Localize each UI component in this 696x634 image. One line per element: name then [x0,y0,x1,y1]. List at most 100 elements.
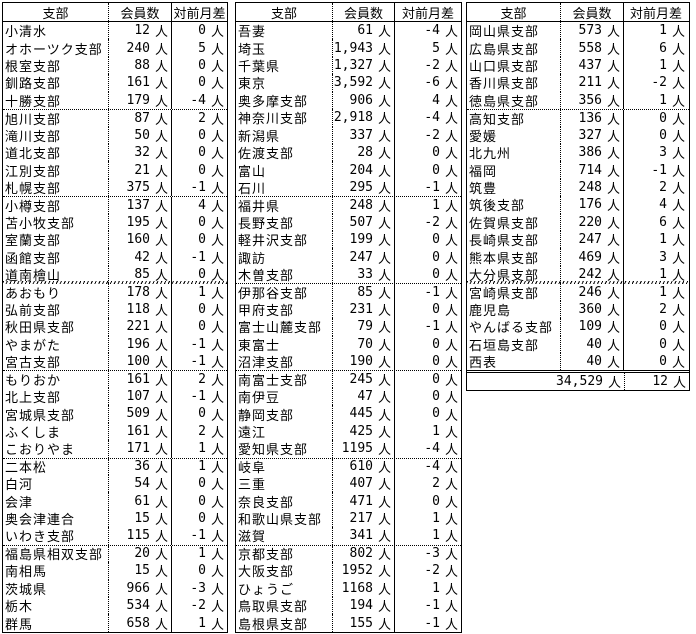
month-diff-unit: 人 [210,391,224,406]
month-diff-value: 0 [432,372,440,388]
member-count-unit: 人 [377,25,391,40]
member-count-value: 109 [578,319,602,335]
branch-name: 和歌山県支部 [238,513,323,528]
table-row: 滋賀 341 人 1 人 [236,527,461,545]
table-row: 沼津支部 190 人 0 人 [236,353,461,371]
month-diff-value: 0 [432,162,440,178]
member-count-unit: 人 [377,60,391,75]
column-header-members: 会員数 [561,3,624,21]
member-count-value: 240 [126,40,150,56]
table-row: 函館支部 42 人 -1 人 [3,248,227,266]
branch-name: 広島県支部 [469,42,540,57]
member-count-cell: 610 人 [333,458,395,475]
member-count-cell: 54 人 [109,474,172,493]
member-count-cell: 136 人 [561,110,624,127]
member-count-value: 573 [578,23,602,39]
branch-name-cell: 石垣島支部 [467,335,561,354]
table-row: 島根県支部 155 人 -1 人 [236,614,461,632]
branch-name-cell: 神奈川支部 [236,109,333,127]
table-row: 京都支部 802 人 -3 人 [236,544,461,563]
month-diff-value: 0 [198,145,206,161]
table-row: 宮城県支部 509 人 0 人 [3,405,227,423]
member-count-cell: 15 人 [109,562,172,580]
member-count-value: 802 [349,546,373,562]
branch-name-cell: 南富士支部 [236,371,333,388]
month-diff-value: 0 [432,232,440,248]
member-count-value: 445 [349,406,373,422]
month-diff-value: -1 [190,336,206,352]
month-diff-unit: 人 [444,112,458,127]
member-count-cell: 558 人 [561,39,624,57]
member-count-cell: 246 人 [561,283,624,301]
member-count-value: 337 [349,127,373,143]
total-diff-unit: 人 [672,376,686,391]
month-diff-value: 1 [198,441,206,457]
member-count-cell: 356 人 [561,91,624,110]
branch-name-cell: 筑後支部 [467,196,561,214]
month-diff-unit: 人 [210,269,224,284]
member-count-cell: 161 人 [109,371,172,388]
branch-name: 長野支部 [238,216,295,232]
month-diff-cell: -2 人 [395,127,461,144]
table-row: 北上支部 107 人 -1 人 [3,387,227,406]
month-diff-value: -1 [190,249,206,265]
branch-name-cell: 埼玉 [236,39,333,57]
member-count-value: 171 [126,441,150,457]
member-count-cell: 802 人 [333,545,395,563]
month-diff-value: 0 [432,354,440,370]
branch-name-cell: 徳島県支部 [467,91,561,110]
month-diff-unit: 人 [444,164,458,179]
branch-name-cell: 釧路支部 [3,74,109,92]
member-count-value: 425 [349,423,373,439]
member-count-unit: 人 [606,199,620,214]
member-count-cell: 50 人 [109,126,172,144]
table-row: オホーツク支部 240 人 5 人 [3,39,227,57]
month-diff-value: 0 [198,214,206,230]
month-diff-value: -3 [424,546,440,562]
member-count-value: 534 [126,598,150,614]
member-count-value: 176 [578,197,602,213]
month-diff-value: -1 [190,354,206,370]
month-diff-value: -1 [190,389,206,405]
branch-name-cell: 弘前支部 [3,300,109,319]
member-count-value: 356 [578,92,602,108]
branch-name-cell: 吾妻 [236,22,333,40]
member-count-value: 220 [578,214,602,230]
member-count-unit: 人 [606,216,620,232]
member-count-value: 217 [349,511,373,527]
table-row: 長崎県支部 247 人 1 人 [467,231,689,249]
month-diff-cell: -4 人 [395,440,461,457]
table-row: 諏訪 247 人 0 人 [236,248,461,266]
month-diff-unit: 人 [444,617,458,632]
member-count-unit: 人 [606,286,620,301]
month-diff-unit: 人 [444,495,458,510]
table-row: 西表 40 人 0 人 [467,353,689,371]
table-row: 白河 54 人 0 人 [3,474,227,493]
member-count-unit: 人 [377,94,391,110]
column-header-members: 会員数 [109,3,172,21]
branch-name-cell: 根室支部 [3,56,109,75]
branch-name: ふくしま [5,425,62,441]
table-row: 愛媛 327 人 0 人 [467,126,689,144]
member-count-value: 245 [349,372,373,388]
month-diff-unit: 人 [671,129,685,144]
month-diff-value: 1 [432,511,440,527]
table-row: 福井県 248 人 1 人 [236,196,461,214]
member-count-value: 407 [349,476,373,492]
branch-name-cell: 長崎県支部 [467,231,561,249]
member-count-cell: 534 人 [109,596,172,615]
branch-name: 会津 [5,495,34,510]
branch-name-cell: 福岡 [467,161,561,179]
member-count-unit: 人 [154,77,168,92]
branch-name: 長崎県支部 [469,234,540,249]
table-row: 旭川支部 87 人 2 人 [3,109,227,127]
table-row: 神奈川支部 2,918 人 -4 人 [236,109,461,127]
branch-name: 埼玉 [238,42,267,57]
branch-name: 南富士支部 [238,374,309,388]
table-row: ひょうご 1168 人 1 人 [236,579,461,597]
member-count-cell: 240 人 [109,39,172,57]
member-count-unit: 人 [606,182,620,197]
